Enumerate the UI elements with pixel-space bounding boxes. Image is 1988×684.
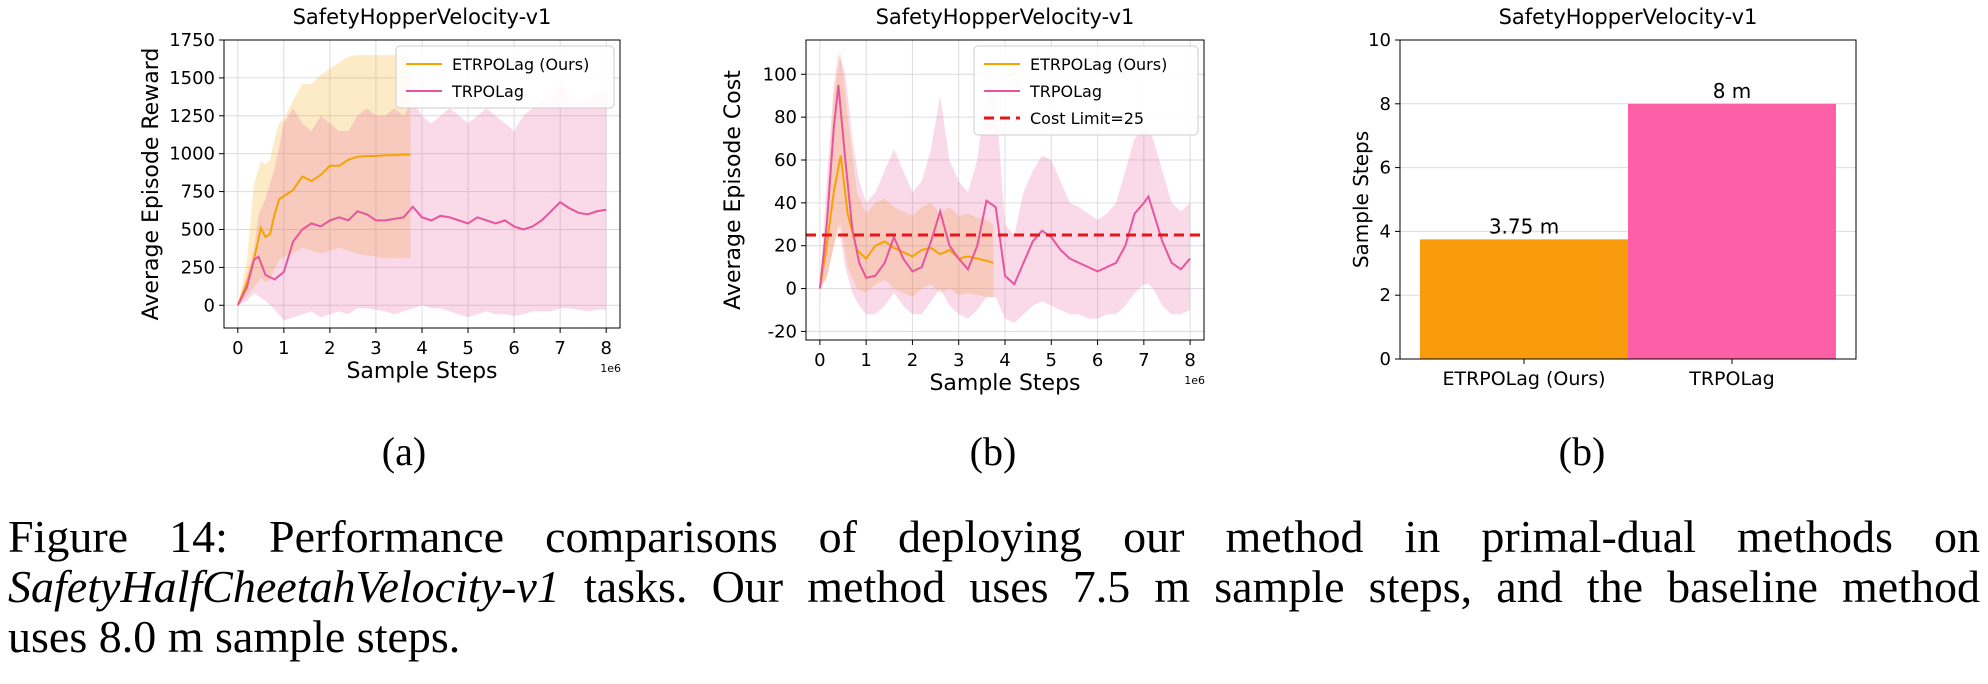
x-tick-label: 5 [462,338,473,359]
y-tick-label: 0 [786,279,797,300]
x-tick-label: 0 [814,350,825,371]
subfigure-label-b: (b) [969,429,1017,474]
x-tick-label: 1 [860,350,871,371]
y-tick-label: 6 [1380,158,1391,179]
subfigure-label-a: (a) [381,429,427,474]
band-trpolag [237,85,607,321]
x-axis-label: Sample Steps [346,359,497,384]
y-tick-label: -20 [768,321,797,342]
caption-line-2-rest: tasks. Our method uses 7.5 m sample step… [559,561,1980,612]
x-tick-label: 7 [554,338,565,359]
x-tick-label: 8 [1184,350,1195,371]
x-tick-label-trpolag: TRPOLag [1688,368,1775,390]
cost-chart: SafetyHopperVelocity-v1 0 1 2 3 4 5 6 7 8 -20 0 20 40… [721,5,1205,396]
chart-title: SafetyHopperVelocity-v1 [1499,5,1758,29]
line-trpolag [818,84,1191,289]
y-tick-label: 0 [1380,349,1391,370]
line-etrpolag-ours [236,153,411,306]
bar-etrpolag-ours [1420,239,1628,359]
figure-caption: Figure 14: Performance comparisons of de… [8,512,1980,662]
y-axis-label: Average Episode Reward [139,48,164,321]
legend-label-trpolag: TRPOLag [451,82,524,101]
legend-label-cost-limit-25: Cost Limit=25 [1030,109,1144,128]
x-tick-label: 2 [907,350,918,371]
chart-title: SafetyHopperVelocity-v1 [876,5,1135,29]
chart-title: SafetyHopperVelocity-v1 [293,5,552,29]
figure: SafetyHopperVelocity-v1 0 1 2 3 4 5 6 7 8 0 250 500 7… [139,5,1857,396]
x-tick-label: 3 [370,338,381,359]
x-tick-label: 5 [1046,350,1057,371]
bar-trpolag [1628,103,1836,359]
x-tick-label: 1 [278,338,289,359]
y-tick-label: 250 [181,257,215,278]
caption-line-3: uses 8.0 m sample steps. [8,611,461,662]
y-tick-label: 1500 [169,68,215,89]
x-tick-label: 3 [953,350,964,371]
y-tick-label: 0 [204,295,215,316]
x-tick-label-etrpolag-ours: ETRPOLag (Ours) [1442,368,1605,390]
subfigure-label-c: (b) [1558,429,1606,474]
y-tick-label: 60 [774,150,797,171]
y-axis-label: Sample Steps [1349,131,1373,268]
x-tick-label: 4 [416,338,427,359]
y-tick-label: 20 [774,236,797,257]
legend-label-etrpolag-ours: ETRPOLag (Ours) [1030,55,1167,74]
y-tick-label: 1750 [169,30,215,51]
plot-frame [1399,39,1857,360]
y-axis-label: Average Episode Cost [721,70,746,310]
bar-value-label-trpolag: 8 m [1713,79,1752,103]
y-tick-label: 750 [181,182,215,203]
line-etrpolag-ours [818,155,994,289]
y-tick-label: 100 [763,64,797,85]
legend-label-trpolag: TRPOLag [1029,82,1102,101]
y-tick-label: 500 [181,219,215,240]
legend-box [973,45,1199,136]
x-tick-label: 8 [600,338,611,359]
legend-label-etrpolag-ours: ETRPOLag (Ours) [452,55,589,74]
x-tick-label: 6 [508,338,519,359]
x-tick-label: 2 [324,338,335,359]
reward-chart: SafetyHopperVelocity-v1 0 1 2 3 4 5 6 7 8 0 250 500 7… [139,5,621,384]
x-tick-label: 6 [1092,350,1103,371]
y-tick-label: 1250 [169,106,215,127]
y-tick-label: 4 [1380,221,1391,242]
y-tick-label: 80 [774,107,797,128]
caption-task-name: SafetyHalfCheetahVelocity-v1 [8,561,560,612]
caption-line-2: SafetyHalfCheetahVelocity-v1 tasks. Our … [8,562,1980,612]
legend-box [395,45,615,109]
x-tick-label: 7 [1138,350,1149,371]
band-etrpolag-ours [237,55,411,306]
sample-steps-bar-chart: SafetyHopperVelocity-v1 3.75 m ETRPOLag (O… [1349,5,1857,390]
y-tick-label: 8 [1380,94,1391,115]
x-tick-label: 0 [232,338,243,359]
x-axis-label: Sample Steps [929,371,1080,396]
y-tick-label: 1000 [169,144,215,165]
bar-value-label-etrpolag-ours: 3.75 m [1489,214,1559,238]
x-offset-label: 1e6 [600,362,621,375]
y-tick-label: 10 [1368,30,1391,51]
y-tick-label: 2 [1380,285,1391,306]
x-offset-label: 1e6 [1184,374,1205,387]
y-tick-label: 40 [774,193,797,214]
line-trpolag [236,200,607,306]
caption-line-1: Figure 14: Performance comparisons of de… [8,511,1980,562]
x-tick-label: 4 [999,350,1010,371]
